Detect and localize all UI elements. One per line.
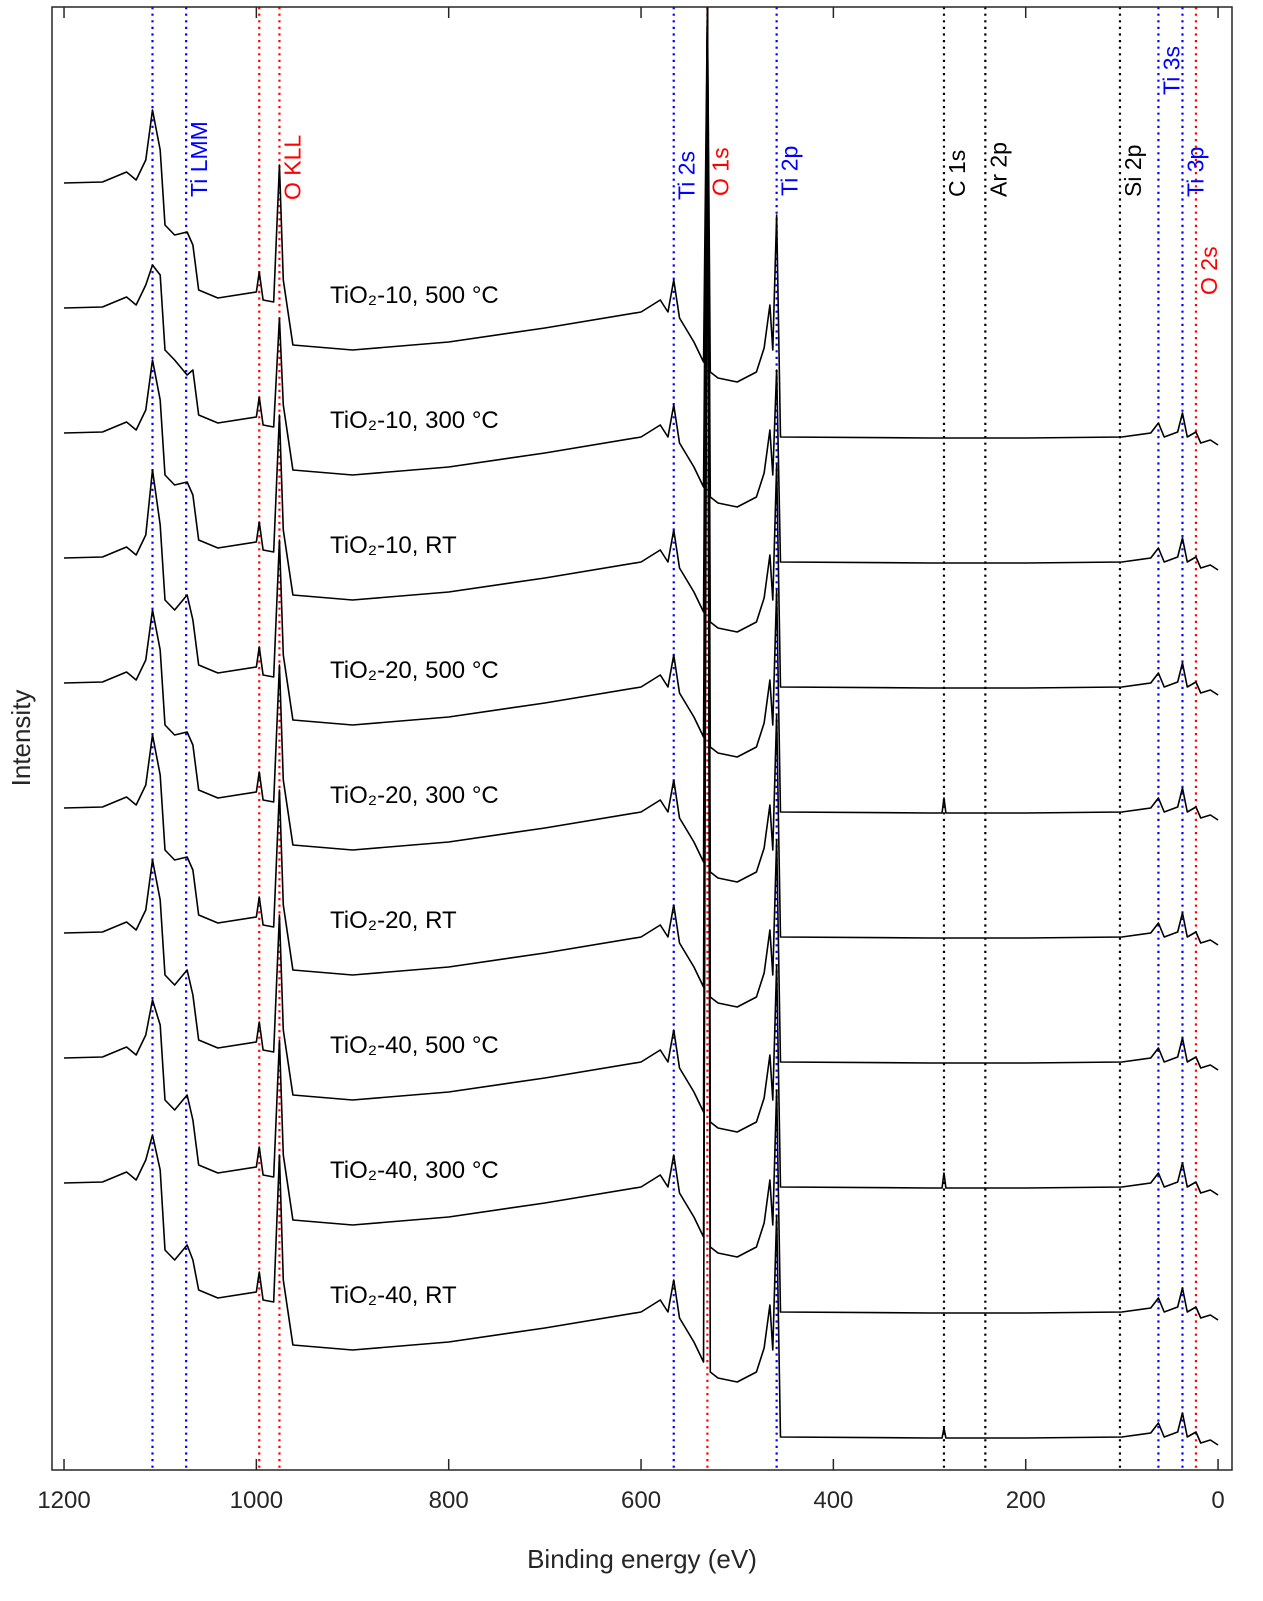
reference-label: Si 2p [1120, 145, 1146, 197]
reference-label: Ti 3p [1182, 147, 1208, 197]
spectrum-line [63, 7, 1219, 571]
reference-label: O 1s [707, 147, 733, 196]
spectrum-line [63, 7, 1219, 696]
reference-label: Ti 2p [777, 146, 803, 196]
spectra [63, 7, 1219, 1446]
y-axis-label: Intensity [6, 690, 36, 787]
spectrum-label: TiO₂-20, 300 °C [330, 782, 499, 809]
spectrum-label: TiO₂-40, 500 °C [330, 1032, 499, 1059]
x-tick-label: 600 [621, 1487, 661, 1514]
x-tick-label: 200 [1006, 1487, 1046, 1514]
plot-frame [51, 6, 1233, 1471]
spectrum-line [63, 7, 1219, 1446]
reference-label: Ti LMM [186, 121, 212, 197]
spectrum-line [63, 7, 1219, 946]
x-tick-label: 800 [429, 1487, 469, 1514]
x-axis-label: Binding energy (eV) [527, 1544, 757, 1574]
spectrum-label: TiO₂-20, RT [330, 907, 457, 934]
spectrum-label: TiO₂-20, 500 °C [330, 657, 499, 684]
overlay: 1200 1000 800 600 400 200 0 Ti LMM O KLL Ti 2s O 1… [37, 7, 1225, 1514]
spectrum-label: TiO₂-40, 300 °C [330, 1157, 499, 1184]
spectrum-label: TiO₂-10, RT [330, 532, 457, 559]
spectrum-line [63, 7, 1219, 446]
reference-label: C 1s [944, 150, 970, 197]
reference-label: Ti 3s [1158, 46, 1184, 95]
spectrum-line [63, 7, 1219, 1071]
x-tick-label: 1000 [230, 1487, 283, 1514]
spectrum-line [63, 7, 1219, 1196]
reference-label: O 2s [1196, 246, 1222, 295]
plot-area [52, 7, 1232, 1470]
x-tick-label: 400 [813, 1487, 853, 1514]
reference-label: Ti 2s [674, 151, 700, 200]
reference-label: O KLL [279, 135, 305, 200]
spectrum-line [63, 7, 1219, 821]
spectrum-label: TiO₂-10, 500 °C [330, 282, 499, 309]
spectrum-line [63, 7, 1219, 1321]
spectrum-label: TiO₂-10, 300 °C [330, 407, 499, 434]
reference-label: Ar 2p [985, 142, 1011, 197]
spectrum-label: TiO₂-40, RT [330, 1282, 457, 1309]
x-tick-label: 1200 [37, 1487, 90, 1514]
x-tick-label: 0 [1211, 1487, 1224, 1514]
